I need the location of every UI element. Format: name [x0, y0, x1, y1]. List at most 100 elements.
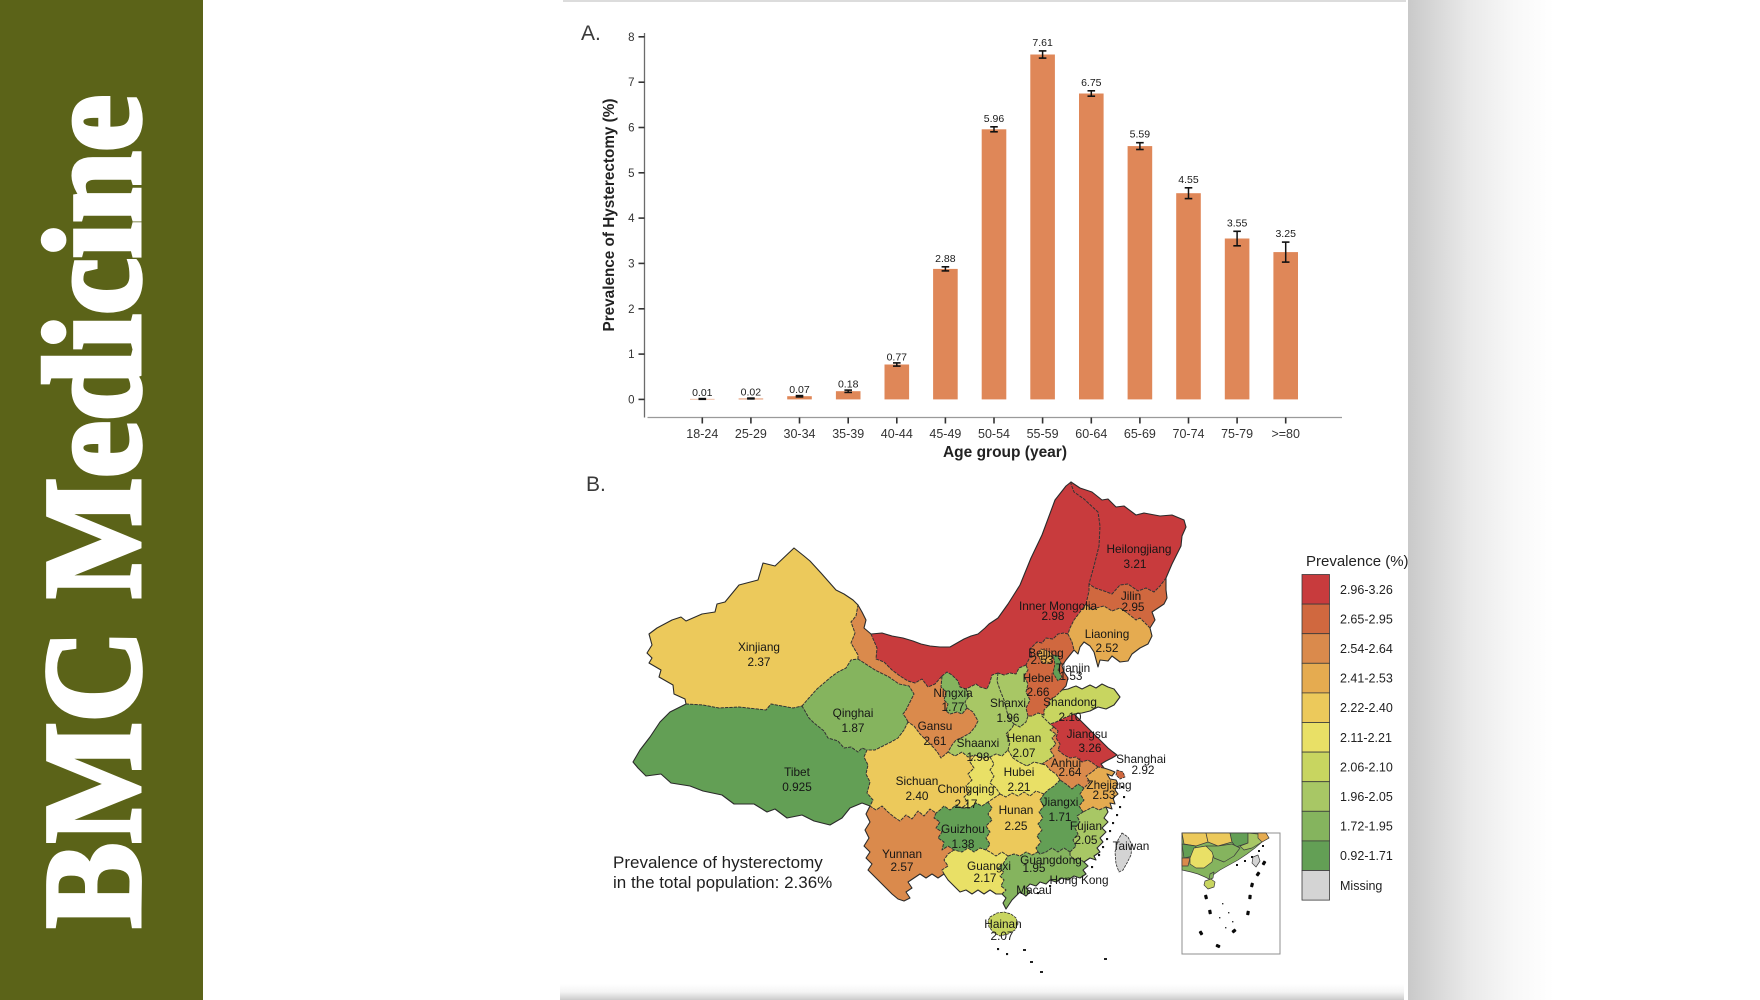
svg-text:2.21: 2.21	[1008, 780, 1031, 794]
svg-text:Macau: Macau	[1016, 883, 1051, 897]
svg-text:Age group (year): Age group (year)	[943, 444, 1067, 461]
svg-text:Qinghai: Qinghai	[833, 706, 874, 720]
svg-text:5.59: 5.59	[1130, 129, 1151, 141]
svg-text:Hebei: Hebei	[1023, 671, 1054, 685]
svg-text:55-59: 55-59	[1027, 427, 1059, 441]
svg-text:4.55: 4.55	[1178, 174, 1199, 186]
svg-text:2.17: 2.17	[955, 797, 978, 811]
svg-text:Tianjin: Tianjin	[1056, 661, 1090, 675]
svg-text:Ningxia: Ningxia	[933, 686, 973, 700]
svg-text:Shanxi: Shanxi	[990, 696, 1026, 710]
svg-text:2.07: 2.07	[991, 929, 1014, 943]
svg-text:0.07: 0.07	[789, 384, 810, 396]
svg-text:7.61: 7.61	[1032, 37, 1053, 49]
svg-text:1.96: 1.96	[997, 711, 1020, 725]
svg-text:2.53: 2.53	[1093, 788, 1116, 802]
svg-text:Henan: Henan	[1007, 731, 1042, 745]
svg-text:2.57: 2.57	[891, 860, 914, 874]
svg-text:Guangdong: Guangdong	[1020, 853, 1082, 867]
svg-text:Xinjiang: Xinjiang	[738, 640, 780, 654]
svg-text:0: 0	[628, 394, 634, 406]
svg-text:Zhejiang: Zhejiang	[1086, 778, 1131, 792]
svg-text:1: 1	[628, 349, 634, 361]
svg-text:1.96-2.05: 1.96-2.05	[1340, 790, 1393, 804]
svg-text:1.38: 1.38	[952, 837, 975, 851]
svg-text:2.66: 2.66	[1027, 685, 1050, 699]
svg-text:Shanghai: Shanghai	[1116, 752, 1166, 766]
svg-text:2.25: 2.25	[1005, 819, 1028, 833]
svg-text:2.10: 2.10	[1059, 710, 1082, 724]
svg-text:3: 3	[628, 258, 634, 270]
svg-text:Missing: Missing	[1340, 879, 1382, 893]
svg-text:2.88: 2.88	[935, 253, 956, 265]
svg-text:Taiwan: Taiwan	[1113, 839, 1150, 853]
svg-text:2.92: 2.92	[1132, 763, 1155, 777]
svg-text:2.96-3.26: 2.96-3.26	[1340, 583, 1393, 597]
svg-text:>=80: >=80	[1271, 427, 1300, 441]
svg-text:2: 2	[628, 304, 634, 316]
svg-text:Hong Kong: Hong Kong	[1049, 873, 1108, 887]
svg-text:1.53: 1.53	[1060, 669, 1083, 683]
svg-text:1.71: 1.71	[1049, 810, 1072, 824]
svg-text:18-24: 18-24	[686, 427, 718, 441]
svg-text:0.925: 0.925	[782, 780, 812, 794]
svg-text:Shaanxi: Shaanxi	[957, 736, 1000, 750]
svg-text:2.07: 2.07	[1013, 746, 1036, 760]
svg-text:2.61: 2.61	[924, 734, 947, 748]
svg-text:Beijing: Beijing	[1028, 646, 1063, 660]
svg-text:2.54-2.64: 2.54-2.64	[1340, 642, 1393, 656]
svg-text:6.75: 6.75	[1081, 77, 1102, 89]
svg-text:0.77: 0.77	[887, 351, 908, 363]
svg-text:5: 5	[628, 168, 634, 180]
svg-text:50-54: 50-54	[978, 427, 1010, 441]
svg-text:6: 6	[628, 123, 634, 135]
svg-text:2.98: 2.98	[1042, 609, 1065, 623]
svg-text:Guangxi: Guangxi	[967, 859, 1011, 873]
svg-text:2.64: 2.64	[1059, 765, 1082, 779]
svg-text:0.18: 0.18	[838, 379, 859, 391]
svg-text:65-69: 65-69	[1124, 427, 1156, 441]
svg-text:45-49: 45-49	[929, 427, 961, 441]
svg-text:Hainan: Hainan	[984, 917, 1021, 931]
svg-text:Heilongjiang: Heilongjiang	[1107, 542, 1172, 556]
svg-text:2.06-2.10: 2.06-2.10	[1340, 760, 1393, 774]
svg-text:Shandong: Shandong	[1043, 695, 1097, 709]
svg-text:0.01: 0.01	[692, 387, 713, 399]
svg-text:Gansu: Gansu	[918, 719, 953, 733]
svg-text:Fujian: Fujian	[1070, 819, 1102, 833]
svg-text:Guizhou: Guizhou	[941, 822, 985, 836]
svg-text:in the total population: 2.36%: in the total population: 2.36%	[613, 873, 832, 892]
svg-text:Inner Mongolia: Inner Mongolia	[1019, 599, 1097, 613]
svg-text:2.17: 2.17	[974, 871, 997, 885]
svg-text:2.40: 2.40	[906, 789, 929, 803]
svg-text:A.: A.	[581, 22, 601, 45]
svg-text:Prevalence of Hysterectomy (%): Prevalence of Hysterectomy (%)	[601, 99, 618, 332]
svg-text:1.95: 1.95	[1023, 861, 1046, 875]
svg-text:25-29: 25-29	[735, 427, 767, 441]
svg-text:2.95: 2.95	[1122, 600, 1145, 614]
svg-text:Hunan: Hunan	[999, 803, 1034, 817]
svg-text:8: 8	[628, 32, 634, 44]
svg-text:5.96: 5.96	[984, 113, 1005, 125]
svg-text:1.72-1.95: 1.72-1.95	[1340, 820, 1393, 834]
svg-text:Yunnan: Yunnan	[882, 847, 922, 861]
svg-text:2.41-2.53: 2.41-2.53	[1340, 672, 1393, 686]
svg-text:Hubei: Hubei	[1004, 765, 1035, 779]
svg-text:Liaoning: Liaoning	[1085, 627, 1130, 641]
svg-text:0.92-1.71: 0.92-1.71	[1340, 849, 1393, 863]
svg-text:3.26: 3.26	[1079, 741, 1102, 755]
svg-text:Chongqing: Chongqing	[937, 782, 994, 796]
svg-text:Anhui: Anhui	[1051, 756, 1081, 770]
svg-text:B.: B.	[586, 473, 606, 496]
svg-text:Sichuan: Sichuan	[896, 774, 939, 788]
svg-text:7: 7	[628, 77, 634, 89]
svg-text:BMC Medicine: BMC Medicine	[16, 95, 169, 928]
svg-text:Jiangxi: Jiangxi	[1042, 795, 1079, 809]
svg-text:3.25: 3.25	[1275, 228, 1296, 240]
svg-text:2.11-2.21: 2.11-2.21	[1340, 731, 1392, 745]
svg-text:60-64: 60-64	[1075, 427, 1107, 441]
svg-text:2.05: 2.05	[1075, 833, 1098, 847]
svg-text:4: 4	[628, 213, 635, 225]
svg-text:2.37: 2.37	[748, 655, 771, 669]
svg-text:Prevalence (%): Prevalence (%)	[1306, 553, 1409, 570]
